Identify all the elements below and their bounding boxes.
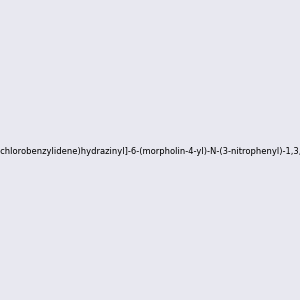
Text: 4-[(2E)-2-(2,6-dichlorobenzylidene)hydrazinyl]-6-(morpholin-4-yl)-N-(3-nitrophen: 4-[(2E)-2-(2,6-dichlorobenzylidene)hydra… xyxy=(0,147,300,156)
